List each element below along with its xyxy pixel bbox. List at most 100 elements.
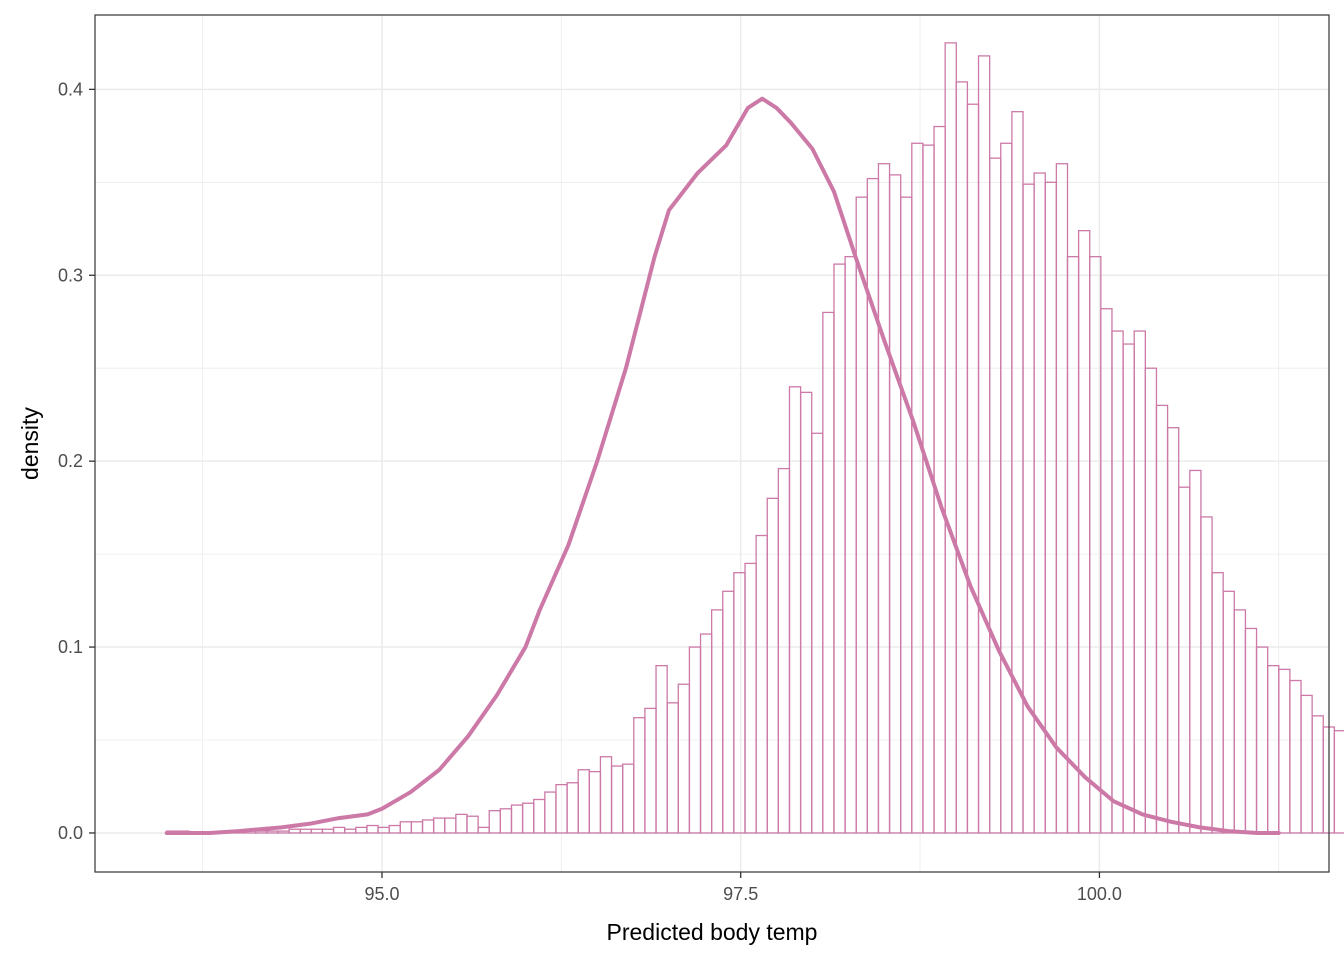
panel-border [94, 14, 1330, 873]
density-curve [164, 96, 1281, 835]
histogram-bar [900, 196, 913, 834]
histogram-bar [466, 815, 479, 834]
histogram-bar [799, 391, 813, 834]
histogram-bar [288, 828, 301, 834]
histogram-bar [332, 826, 346, 834]
histogram-bar [544, 791, 557, 834]
histogram-bar [1300, 694, 1313, 834]
histogram-bar [1133, 330, 1146, 834]
histogram-bar [299, 828, 312, 834]
histogram-bar [788, 386, 802, 834]
histogram-bar [488, 810, 502, 834]
histogram-bar [1211, 572, 1224, 834]
histogram-bar [666, 702, 679, 834]
histogram-bar [1066, 256, 1080, 834]
y-tick-label: 0.4 [58, 79, 83, 99]
histogram-bar [1222, 590, 1235, 834]
histogram-bar [344, 828, 357, 834]
y-tick-label: 0.3 [58, 265, 83, 285]
histogram-bar [1200, 516, 1213, 834]
histogram-bar [410, 821, 424, 834]
x-axis-title: Predicted body temp [607, 919, 818, 945]
histogram-bar [588, 770, 602, 834]
histogram-bar [966, 103, 980, 834]
histogram-bar [477, 826, 490, 834]
y-axis: 0.0 0.1 0.2 0.3 0.4 [58, 79, 95, 843]
histogram-bar [833, 263, 846, 834]
histogram-bar [1289, 679, 1302, 834]
histogram-bar [310, 828, 324, 834]
histogram-bar [1155, 404, 1169, 834]
histogram-bar [1033, 172, 1046, 834]
histogram-bar [1178, 486, 1191, 834]
histogram-bar [844, 256, 857, 834]
histogram-bar [733, 572, 746, 834]
x-tick-label: 100.0 [1077, 884, 1122, 904]
histogram-bar [1311, 715, 1324, 834]
y-tick-label: 0.2 [58, 451, 83, 471]
histogram-bar [811, 432, 824, 834]
histogram-bar [1011, 111, 1024, 834]
histogram-bar [566, 782, 579, 834]
histogram-bar [922, 144, 935, 834]
histogram-bar [266, 830, 279, 834]
histogram-bar [599, 756, 613, 834]
histogram-bar [633, 717, 646, 834]
histogram-bar [777, 467, 791, 834]
histogram-bars [166, 42, 1344, 834]
histogram-bar [855, 196, 868, 834]
histogram-bar [444, 817, 457, 834]
histogram-bar [321, 828, 335, 834]
histogram-bar [766, 497, 780, 834]
histogram-bar [533, 798, 546, 834]
histogram-bar [644, 707, 657, 834]
histogram-bar [744, 562, 757, 834]
histogram-bar [1000, 142, 1013, 834]
histogram-bar [977, 55, 991, 834]
histogram-bar [944, 42, 957, 834]
histogram-bar [1189, 469, 1202, 834]
density-curve-layer [164, 96, 1281, 835]
histogram-bar [1333, 730, 1344, 834]
histogram-bar [1122, 343, 1135, 834]
histogram-bar [510, 804, 524, 834]
histogram-bar [622, 763, 635, 834]
histogram-bar [399, 821, 413, 834]
x-tick-label: 97.5 [723, 884, 758, 904]
histogram-bar [577, 769, 590, 834]
histogram-bar [989, 157, 1002, 834]
histogram-bar [1055, 163, 1069, 834]
y-tick-label: 0.1 [58, 637, 83, 657]
histogram-bar [1022, 183, 1035, 834]
x-tick-label: 95.0 [364, 884, 399, 904]
histogram-bar [432, 817, 446, 834]
histogram-bar [888, 174, 902, 834]
histogram-bar [1244, 627, 1258, 834]
histogram-bar [1278, 668, 1291, 834]
histogram-bar [933, 125, 946, 834]
histogram-bar [388, 824, 401, 834]
histogram-bar [1267, 665, 1280, 834]
histogram-bar [722, 590, 735, 834]
x-axis: 95.0 97.5 100.0 [364, 872, 1122, 904]
y-axis-title: density [17, 407, 43, 480]
histogram-bar [955, 81, 969, 834]
histogram-bar [911, 142, 924, 834]
histogram-bar [277, 830, 290, 834]
histogram-bar [1166, 427, 1180, 834]
histogram-bar [1233, 609, 1247, 834]
histogram-bar [1144, 367, 1158, 834]
histogram-bar [677, 683, 691, 834]
histogram-bar [610, 765, 624, 834]
histogram-bar [355, 826, 368, 834]
histogram-bar [1111, 330, 1124, 834]
histogram-bar [455, 813, 468, 834]
histogram-bar [699, 633, 713, 834]
histogram-bar [421, 819, 435, 834]
histogram-bar [755, 534, 768, 834]
histogram-bar [877, 163, 891, 834]
histogram-bar [822, 311, 835, 834]
histogram-bar [499, 808, 513, 834]
histogram-bar [655, 665, 668, 834]
